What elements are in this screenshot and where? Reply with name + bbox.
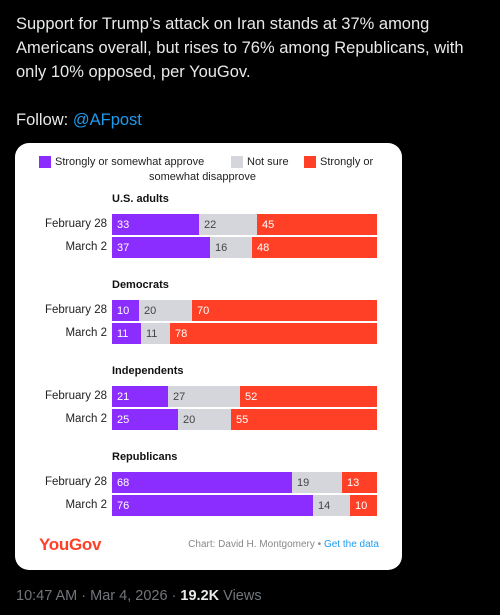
row-label: February 28 <box>44 304 107 316</box>
bar-segment-approve: 25 <box>112 409 178 430</box>
bar-segment-notsure: 16 <box>210 237 252 258</box>
bar-segment-approve: 76 <box>112 495 313 516</box>
chart-credit-text: Chart: David H. Montgomery • <box>188 539 324 550</box>
bar-segment-disapprove: 70 <box>192 300 377 321</box>
tweet-text: Support for Trump’s attack on Iran stand… <box>16 15 464 81</box>
bar-segment-approve: 37 <box>112 237 210 258</box>
bar-segment-disapprove: 13 <box>342 472 377 493</box>
legend-disapprove: Strongly or <box>304 155 394 170</box>
legend-notsure: Not sure <box>231 155 289 170</box>
bar-segment-disapprove: 78 <box>170 323 377 344</box>
group-title: Democrats <box>112 279 169 291</box>
legend-approve-label: Strongly or somewhat approve <box>55 156 205 168</box>
bar-segment-notsure: 20 <box>139 300 192 321</box>
row-label: March 2 <box>65 499 107 511</box>
bar-segment-notsure: 14 <box>313 495 350 516</box>
views-count: 19.2K <box>180 588 220 604</box>
row-label: March 2 <box>65 327 107 339</box>
row-label: February 28 <box>44 390 107 402</box>
legend-disapprove-label: Strongly or <box>320 156 374 168</box>
yougov-logo: YouGov <box>39 535 102 554</box>
tweet-meta: 10:47 AM · Mar 4, 2026 · 19.2K Views <box>16 588 262 604</box>
group-title: Independents <box>112 365 184 377</box>
bar-segment-approve: 11 <box>112 323 141 344</box>
group-title: U.S. adults <box>112 193 169 205</box>
legend-notsure-swatch <box>231 156 243 168</box>
bar-segment-notsure: 27 <box>168 386 240 407</box>
bar-segment-approve: 10 <box>112 300 139 321</box>
bar-segment-disapprove: 10 <box>350 495 377 516</box>
group-title: Republicans <box>112 451 178 463</box>
bar-segment-disapprove: 55 <box>231 409 377 430</box>
tweet-timestamp: 10:47 AM · Mar 4, 2026 · <box>16 588 181 604</box>
row-label: March 2 <box>65 241 107 253</box>
row-label: March 2 <box>65 413 107 425</box>
legend-notsure-label: Not sure <box>247 156 289 168</box>
follow-handle-link[interactable]: @AFpost <box>72 111 142 129</box>
chart-credit: Chart: David H. Montgomery • Get the dat… <box>188 539 379 550</box>
row-label: February 28 <box>44 218 107 230</box>
row-label: February 28 <box>44 476 107 488</box>
bar-segment-approve: 68 <box>112 472 292 493</box>
bar-segment-approve: 21 <box>112 386 168 407</box>
follow-line: Follow: @AFpost <box>16 108 142 132</box>
legend-disapprove-label-cont: somewhat disapprove <box>149 171 257 183</box>
bar-segment-approve: 33 <box>112 214 199 235</box>
bar-segment-notsure: 19 <box>292 472 342 493</box>
chart-card[interactable]: Strongly or somewhat approve Not sure St… <box>15 143 402 570</box>
bar-segment-disapprove: 52 <box>240 386 377 407</box>
get-data-link[interactable]: Get the data <box>323 539 379 550</box>
views-label: Views <box>219 588 262 604</box>
bar-segment-notsure: 22 <box>199 214 257 235</box>
legend-approve: Strongly or somewhat approve <box>39 155 204 170</box>
bar-segment-disapprove: 45 <box>257 214 377 235</box>
bar-segment-disapprove: 48 <box>252 237 377 258</box>
follow-label: Follow: <box>16 111 69 129</box>
bar-segment-notsure: 11 <box>141 323 170 344</box>
legend-approve-swatch <box>39 156 51 168</box>
legend-disapprove-swatch <box>304 156 316 168</box>
bar-segment-notsure: 20 <box>178 409 231 430</box>
